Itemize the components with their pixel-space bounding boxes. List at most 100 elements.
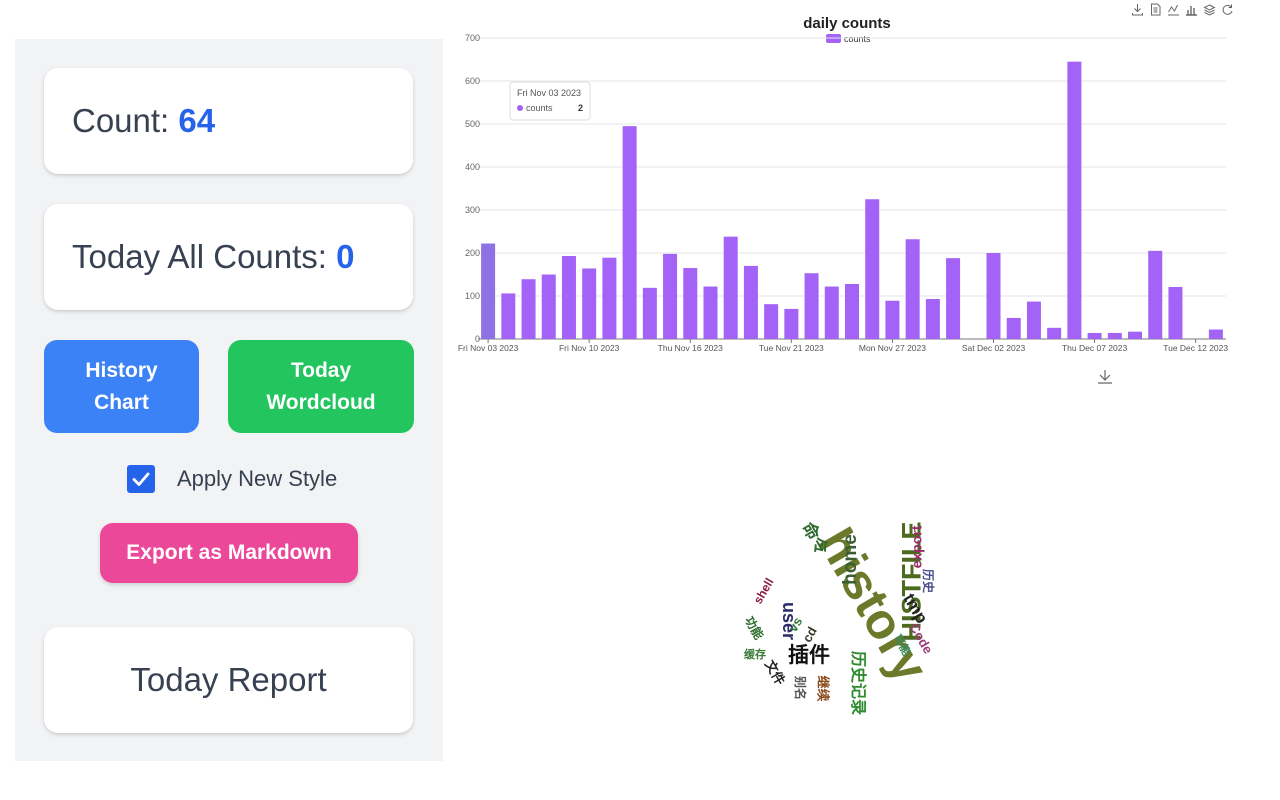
today-count-card: Today All Counts: 0	[44, 204, 413, 310]
control-panel: Count: 64 Today All Counts: 0 History Ch…	[15, 39, 443, 761]
chart-bar	[622, 126, 637, 340]
chart-bar	[743, 265, 758, 339]
count-card: Count: 64	[44, 68, 413, 174]
chart-bar	[683, 268, 698, 339]
chart-bar	[501, 293, 516, 339]
wordcloud: history HISTFILE home 插件 历史记录 user export tmp 命令…	[730, 500, 950, 735]
chart-bar	[642, 287, 657, 339]
download-icon[interactable]	[1131, 3, 1144, 16]
y-tick-label: 400	[465, 162, 480, 172]
today-report-button[interactable]: Today Report	[44, 627, 413, 733]
bar-chart-icon[interactable]	[1185, 3, 1198, 16]
chart-bar	[582, 268, 597, 339]
chart-bar	[541, 274, 556, 339]
y-tick-label: 300	[465, 205, 480, 215]
chart-bar	[1128, 331, 1143, 339]
chart-bar	[1148, 250, 1163, 339]
wordcloud-word: export	[908, 525, 925, 569]
chart-bar	[703, 286, 718, 339]
wordcloud-word: home	[839, 534, 861, 585]
wordcloud-word: 插件	[788, 644, 830, 667]
y-tick-label: 500	[465, 119, 480, 129]
chart-bar	[521, 279, 536, 339]
apply-new-style-option: Apply New Style	[127, 463, 337, 495]
chart-bar	[1026, 301, 1041, 339]
tooltip-box	[509, 81, 591, 121]
x-tick-label: Fri Nov 10 2023	[559, 343, 620, 353]
y-tick-label: 600	[465, 76, 480, 86]
chart-bar	[845, 283, 859, 339]
chart-toolbar	[1131, 3, 1234, 16]
chart-bar	[764, 304, 779, 339]
today-report-label: Today Report	[130, 661, 327, 698]
chart-bar	[663, 253, 678, 339]
today-count-value: 0	[336, 238, 355, 275]
chart-bar	[804, 273, 819, 339]
count-value: 64	[178, 102, 216, 139]
wordcloud-word: 文件	[762, 657, 789, 688]
wordcloud-word: 功能	[741, 614, 767, 642]
x-tick-label: Sat Dec 02 2023	[962, 343, 1026, 353]
legend-label: counts	[844, 34, 871, 44]
chart-bar	[1067, 61, 1082, 340]
export-markdown-button[interactable]: Export as Markdown	[100, 523, 358, 583]
wordcloud-word: shell	[750, 575, 777, 607]
history-chart-label-line2: Chart	[94, 390, 149, 414]
line-chart-icon[interactable]	[1167, 3, 1180, 16]
chart-bar	[481, 243, 496, 339]
chart-bar	[784, 308, 799, 339]
x-tick-label: Thu Nov 16 2023	[658, 343, 723, 353]
apply-new-style-checkbox[interactable]	[127, 465, 155, 493]
wordcloud-word: 继续	[815, 675, 831, 702]
count-label: Count:	[72, 102, 179, 139]
chart-bar	[1087, 332, 1102, 339]
daily-counts-chart: daily counts counts 0 100 200 300 400 500 600 700…	[458, 15, 1228, 384]
x-tick-label: Tue Nov 21 2023	[759, 343, 824, 353]
chart-title: daily counts	[803, 15, 891, 32]
history-chart-label-line1: History	[85, 358, 158, 382]
today-count-label: Today All Counts:	[72, 238, 337, 275]
x-tick-label: Mon Nov 27 2023	[859, 343, 926, 353]
chart-bar	[1208, 329, 1223, 339]
today-wordcloud-button[interactable]: Today Wordcloud	[228, 340, 414, 433]
chart-download-icon[interactable]	[1098, 370, 1112, 384]
chart-bar	[1168, 286, 1183, 339]
apply-new-style-label: Apply New Style	[177, 466, 338, 491]
chart-bar	[1047, 327, 1062, 339]
y-tick-label: 0	[475, 334, 480, 344]
x-tick-label: Thu Dec 07 2023	[1062, 343, 1127, 353]
chart-bar	[723, 236, 738, 339]
chart-bar	[1006, 317, 1021, 339]
y-tick-label: 200	[465, 248, 480, 258]
chart-bar	[925, 299, 940, 339]
history-chart-button[interactable]: History Chart	[44, 340, 199, 433]
wordcloud-word: 历史	[921, 568, 936, 594]
today-wordcloud-label-line1: Today	[290, 358, 352, 382]
tooltip-marker	[517, 105, 523, 111]
chart-bar	[561, 256, 576, 339]
data-view-icon[interactable]	[1149, 3, 1162, 16]
chart-bar	[986, 253, 1001, 339]
restore-icon[interactable]	[1221, 3, 1234, 16]
wordcloud-word: 缓存	[744, 649, 766, 661]
y-tick-label: 100	[465, 291, 480, 301]
today-count-stat: Today All Counts: 0	[72, 204, 355, 310]
chart-bar	[824, 286, 839, 339]
wordcloud-word: 别名	[793, 675, 808, 701]
today-wordcloud-label-line2: Wordcloud	[266, 390, 376, 414]
count-stat: Count: 64	[72, 68, 215, 174]
wordcloud-word: 历史记录	[849, 650, 867, 716]
chart-bar	[602, 257, 617, 339]
y-tick-label: 700	[465, 33, 480, 43]
chart-bar	[1107, 332, 1122, 339]
x-tick-label: Fri Nov 03 2023	[458, 343, 519, 353]
wordcloud-word: cd	[799, 624, 820, 645]
chart-bar	[865, 199, 880, 339]
tooltip-date: Fri Nov 03 2023	[517, 88, 581, 98]
chart-bar	[946, 258, 961, 339]
tooltip-series: counts	[526, 103, 553, 113]
chart-bar	[905, 239, 920, 339]
x-tick-label: Tue Dec 12 2023	[1163, 343, 1228, 353]
stack-icon[interactable]	[1203, 3, 1216, 16]
tooltip-value: 2	[578, 103, 583, 113]
